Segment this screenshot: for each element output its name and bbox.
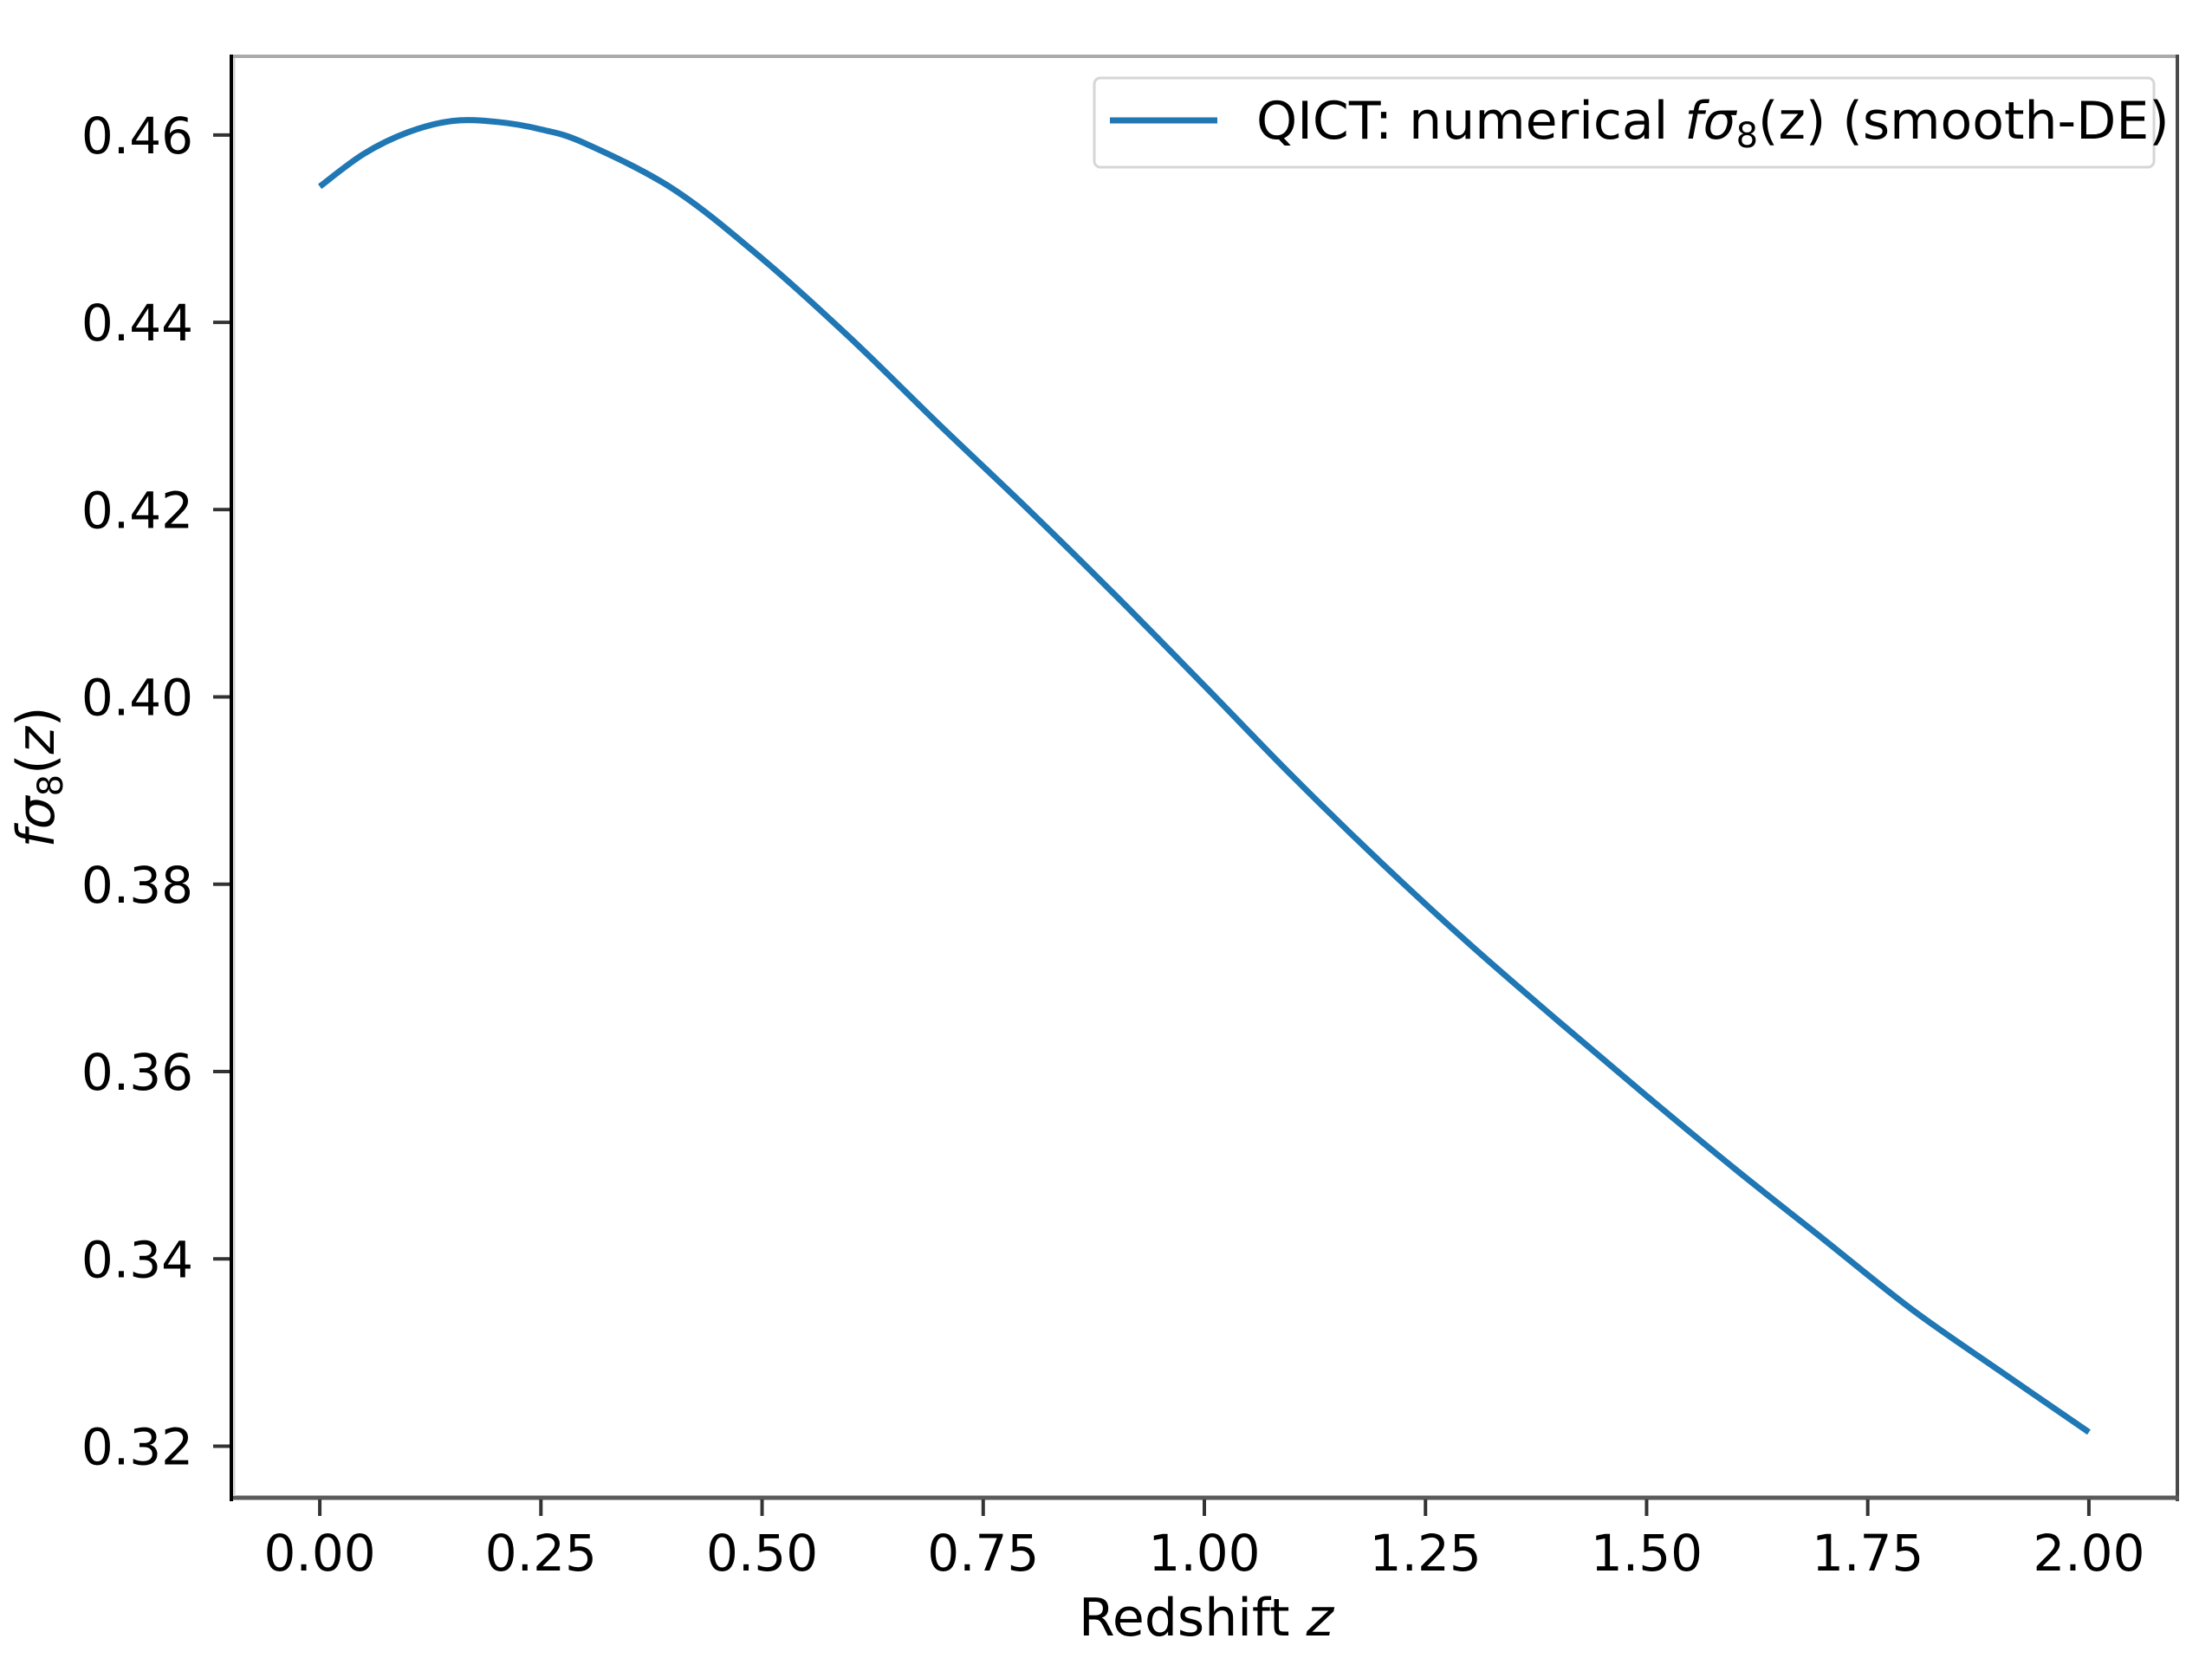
x-tick-label: 0.00 bbox=[264, 1524, 376, 1583]
y-axis-ticks: 0.32 0.34 0.36 0.38 0.40 0.42 0.44 0.46 bbox=[81, 107, 230, 1477]
x-tick-label: 0.50 bbox=[706, 1524, 818, 1583]
legend-label: QICT: numerical fσ8(z) (smooth-DE) bbox=[1256, 91, 2170, 156]
axes-background bbox=[231, 56, 2177, 1498]
y-tick-label: 0.32 bbox=[81, 1418, 193, 1477]
legend: QICT: numerical fσ8(z) (smooth-DE) bbox=[1093, 76, 2170, 169]
legend-box bbox=[1093, 76, 2156, 169]
x-tick-label: 1.50 bbox=[1591, 1524, 1703, 1583]
x-tick-label: 1.25 bbox=[1370, 1524, 1482, 1583]
y-tick-label: 0.36 bbox=[81, 1043, 193, 1102]
y-tick-label: 0.46 bbox=[81, 107, 193, 165]
series-line-fsigma8 bbox=[317, 117, 2091, 1435]
y-tick-label: 0.34 bbox=[81, 1230, 193, 1289]
plot-area bbox=[231, 56, 2177, 1498]
x-axis-ticks: 0.00 0.25 0.50 0.75 1.00 1.25 1.50 1.75 2.00 bbox=[264, 1499, 2144, 1583]
y-tick-label: 0.40 bbox=[81, 669, 193, 728]
y-tick-label: 0.42 bbox=[81, 481, 193, 540]
x-tick-label: 1.75 bbox=[1812, 1524, 1923, 1583]
x-tick-label: 0.25 bbox=[485, 1524, 597, 1583]
x-axis-label: Redshift z bbox=[1079, 1588, 1335, 1648]
x-tick-label: 2.00 bbox=[2033, 1524, 2144, 1583]
y-tick-label: 0.38 bbox=[81, 856, 193, 915]
x-tick-label: 1.00 bbox=[1148, 1524, 1260, 1583]
y-axis-label: fσ8(z) bbox=[6, 707, 71, 848]
x-tick-label: 0.75 bbox=[927, 1524, 1039, 1583]
y-tick-label: 0.44 bbox=[81, 294, 193, 353]
